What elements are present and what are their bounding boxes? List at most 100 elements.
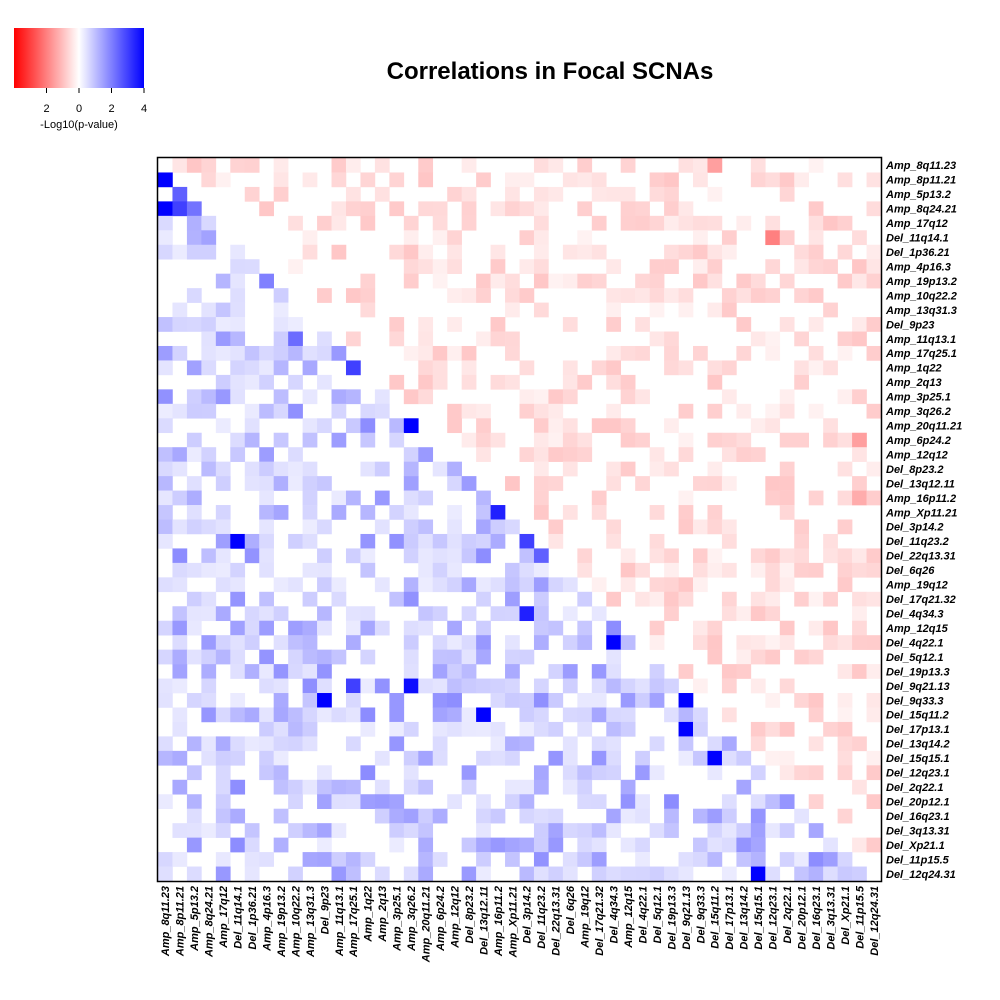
heatmap-cell xyxy=(201,823,217,838)
heatmap-cell xyxy=(476,635,491,650)
heatmap-cell xyxy=(230,620,246,636)
heatmap-cell xyxy=(808,866,824,882)
heatmap-cell xyxy=(186,866,202,882)
heatmap-cell xyxy=(331,172,347,188)
heatmap-cell xyxy=(649,461,665,477)
heatmap-cell xyxy=(750,866,766,882)
heatmap-cell xyxy=(779,317,795,332)
heatmap-cell xyxy=(750,837,766,853)
heatmap-cell xyxy=(418,620,434,636)
heatmap-cell xyxy=(259,461,274,477)
heatmap-cell xyxy=(519,288,535,303)
heatmap-cell xyxy=(548,476,564,491)
heatmap-cell xyxy=(403,635,419,650)
heatmap-cell xyxy=(273,461,289,477)
column-label: Del_17q21.32 xyxy=(594,886,606,956)
row-label: Amp_11q13.1 xyxy=(885,334,956,346)
heatmap-cell xyxy=(374,750,390,766)
heatmap-cell xyxy=(721,562,737,578)
heatmap-cell xyxy=(606,360,622,376)
heatmap-cell xyxy=(505,273,520,289)
heatmap-cell xyxy=(750,548,766,564)
heatmap-cell xyxy=(403,649,419,665)
heatmap-cell xyxy=(461,186,477,202)
heatmap-cell xyxy=(244,186,260,202)
heatmap-cell xyxy=(259,664,274,679)
row-label: Del_Xp21.1 xyxy=(886,840,945,852)
heatmap-cell xyxy=(823,721,838,737)
heatmap-cell xyxy=(664,259,679,274)
heatmap-cell xyxy=(808,259,824,274)
heatmap-cell xyxy=(852,635,867,650)
heatmap-cell xyxy=(591,693,607,708)
heatmap-cell xyxy=(693,230,708,246)
heatmap-cell xyxy=(476,331,491,347)
row-label: Del_6q26 xyxy=(886,565,935,577)
column-label: Del_13q12.11 xyxy=(478,886,490,955)
heatmap-cell xyxy=(808,736,824,752)
row-label: Del_3q13.31 xyxy=(886,825,950,837)
heatmap-cell xyxy=(852,476,867,491)
column-label: Amp_8p11.21 xyxy=(175,886,187,957)
heatmap-cell xyxy=(606,635,622,650)
heatmap-cell xyxy=(403,476,419,491)
heatmap-cell xyxy=(273,707,289,723)
heatmap-cell xyxy=(490,678,506,694)
heatmap-cell xyxy=(721,750,737,766)
heatmap-cell xyxy=(649,823,665,838)
heatmap-cell xyxy=(808,794,824,809)
heatmap-cell xyxy=(765,591,781,607)
heatmap-cell xyxy=(664,823,679,838)
heatmap-cell xyxy=(562,779,578,795)
heatmap-cell xyxy=(432,808,448,824)
heatmap-cell xyxy=(302,620,318,636)
heatmap-cell xyxy=(533,548,549,564)
heatmap-cell xyxy=(201,519,217,535)
heatmap-cell xyxy=(461,606,477,622)
heatmap-cell xyxy=(273,779,289,795)
heatmap-cell xyxy=(693,635,708,650)
heatmap-cell xyxy=(389,432,405,448)
heatmap-cell xyxy=(186,693,202,708)
heatmap-cell xyxy=(837,172,853,188)
column-label: Del_4q34.3 xyxy=(608,886,620,943)
heatmap-cell xyxy=(418,158,434,173)
heatmap-cell xyxy=(259,649,274,665)
heatmap-cell xyxy=(707,548,723,564)
heatmap-cell xyxy=(447,635,462,650)
heatmap-cell xyxy=(649,273,665,289)
heatmap-cell xyxy=(519,721,535,737)
heatmap-cell xyxy=(591,244,607,260)
heatmap-cell xyxy=(606,345,622,361)
heatmap-cell xyxy=(447,693,462,708)
heatmap-cell xyxy=(158,360,173,376)
heatmap-cell xyxy=(765,577,781,593)
column-label: Amp_17q12 xyxy=(218,886,230,949)
heatmap-cell xyxy=(302,664,318,679)
row-label: Amp_1q22 xyxy=(885,363,942,375)
heatmap-cell xyxy=(186,620,202,636)
heatmap-cell xyxy=(374,678,390,694)
heatmap-cell xyxy=(215,577,231,593)
heatmap-cell xyxy=(837,664,853,679)
column-label: Del_6q26 xyxy=(565,885,577,934)
heatmap-cell xyxy=(707,273,723,289)
heatmap-cell xyxy=(750,794,766,809)
heatmap-cell xyxy=(577,852,593,867)
heatmap-cell xyxy=(273,389,289,405)
heatmap-cell xyxy=(562,866,578,882)
heatmap-cell xyxy=(259,403,274,419)
heatmap-cell xyxy=(635,794,650,809)
heatmap-cell xyxy=(707,186,723,202)
heatmap-cell xyxy=(302,721,318,737)
heatmap-cell xyxy=(505,288,520,303)
heatmap-cell xyxy=(172,606,188,622)
heatmap-cell xyxy=(476,794,491,809)
row-label: Del_20p12.1 xyxy=(886,796,950,808)
row-label: Amp_16p11.2 xyxy=(885,493,956,505)
heatmap-cell xyxy=(418,360,434,376)
heatmap-cell xyxy=(186,244,202,260)
heatmap-cell xyxy=(158,403,173,419)
heatmap-cell xyxy=(635,591,650,607)
heatmap-cell xyxy=(750,158,766,173)
